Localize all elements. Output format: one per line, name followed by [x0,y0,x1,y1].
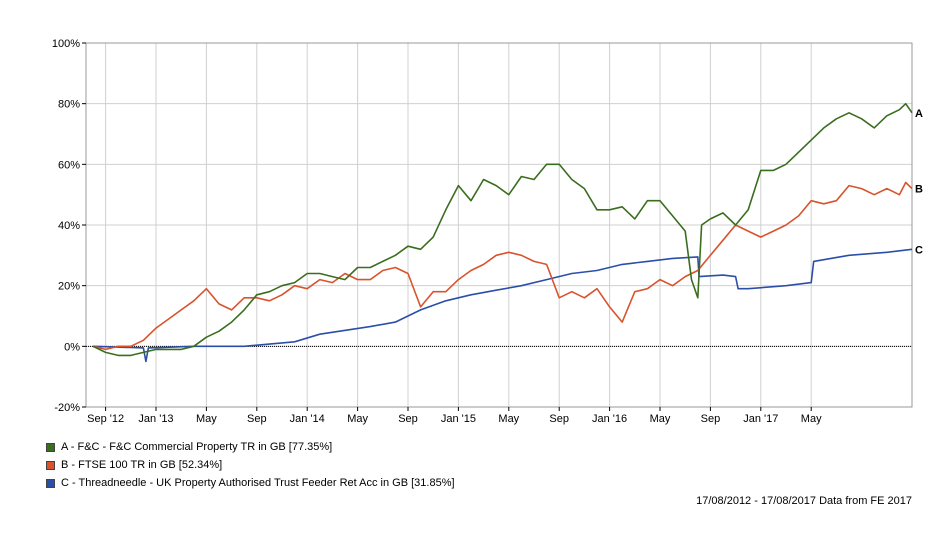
series-line-b [92,181,913,351]
x-tick-label: Jan '15 [441,413,476,425]
x-tick-label: Sep [549,413,569,425]
legend-item-c: C - Threadneedle - UK Property Authorise… [46,474,455,492]
series-line-a [92,102,913,357]
line-chart: -20% 0% 20% 40% 60% 80% 100% Sep '12 Jan '13 May… [52,38,923,425]
legend: A - F&C - F&C Commercial Property TR in … [46,438,455,492]
x-tick-label: Sep [701,413,721,425]
y-tick-label: 100% [52,38,80,50]
x-tick-label: May [347,413,368,425]
x-tick-label: Sep [247,413,267,425]
x-tick-label: Jan '13 [138,413,173,425]
y-axis: -20% 0% 20% 40% 60% 80% 100% [52,38,86,414]
x-tick-label: Jan '16 [592,413,627,425]
x-tick-label: May [498,413,519,425]
legend-item-b: B - FTSE 100 TR in GB [52.34%] [46,456,455,474]
y-tick-label: -20% [54,402,80,414]
series-end-label-c: C [915,244,923,256]
x-tick-label: Sep '12 [87,413,124,425]
legend-swatch-c [46,478,55,488]
series-end-label-b: B [915,184,923,196]
x-tick-label: Sep [398,413,418,425]
y-tick-label: 40% [58,220,80,232]
data-source-footer: 17/08/2012 - 17/08/2017 Data from FE 201… [696,495,912,507]
x-tick-label: May [801,413,822,425]
x-tick-label: May [196,413,217,425]
x-tick-label: May [650,413,671,425]
grid [86,42,912,408]
series-lines [92,102,913,363]
x-axis: Sep '12 Jan '13 May Sep Jan '14 May Sep Jan '15… [87,407,822,425]
legend-label-b: B - FTSE 100 TR in GB [52.34%] [61,459,223,471]
legend-label-c: C - Threadneedle - UK Property Authorise… [61,477,455,489]
legend-swatch-b [46,460,55,470]
legend-label-a: A - F&C - F&C Commercial Property TR in … [61,441,333,453]
series-line-c [92,248,913,363]
x-tick-label: Jan '14 [290,413,325,425]
y-tick-label: 80% [58,99,80,111]
x-tick-label: Jan '17 [743,413,778,425]
y-tick-label: 0% [64,341,80,353]
y-tick-label: 60% [58,159,80,171]
legend-item-a: A - F&C - F&C Commercial Property TR in … [46,438,455,456]
series-end-labels: C B A [915,108,923,256]
series-end-label-a: A [915,108,923,120]
legend-swatch-a [46,442,55,452]
y-tick-label: 20% [58,281,80,293]
